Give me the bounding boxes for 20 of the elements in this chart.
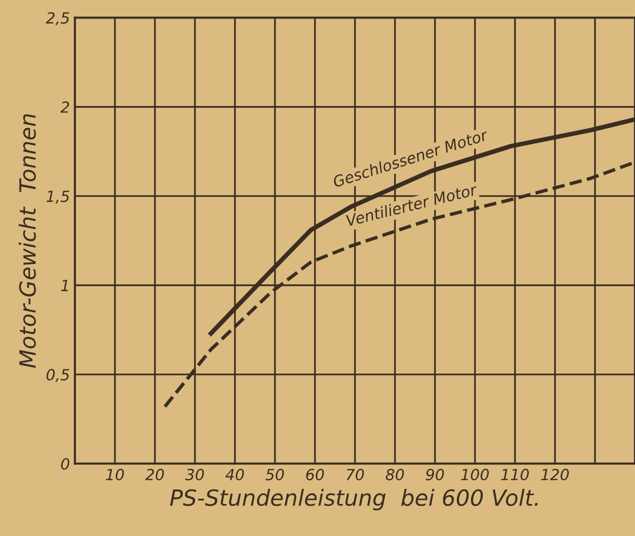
x-tick-label: 90 bbox=[426, 468, 444, 480]
x-tick-label: 110 bbox=[501, 468, 529, 480]
y-tick-label: 0,5 bbox=[46, 368, 70, 382]
y-axis-title: Motor-Gewicht Tonnen bbox=[18, 114, 36, 368]
y-tick-label: 2,5 bbox=[46, 12, 70, 26]
x-tick-label: 50 bbox=[266, 468, 284, 480]
x-tick-label: 40 bbox=[226, 468, 244, 480]
x-tick-label: 10 bbox=[106, 468, 124, 480]
x-axis-title: PS-Stundenleistung bei 600 Volt. bbox=[170, 488, 538, 510]
x-tick-label: 70 bbox=[346, 468, 364, 480]
x-tick-label: 60 bbox=[306, 468, 324, 480]
x-tick-label: 20 bbox=[145, 468, 164, 480]
x-tick-label: 120 bbox=[541, 468, 569, 480]
x-tick-label: 80 bbox=[386, 468, 404, 480]
y-tick-label: 0 bbox=[61, 458, 70, 470]
y-tick-label: 2 bbox=[60, 101, 70, 113]
y-tick-label: 1,5 bbox=[46, 190, 70, 204]
x-tick-label: 30 bbox=[185, 468, 204, 480]
y-tick-label: 1 bbox=[61, 280, 68, 292]
x-tick-label: 100 bbox=[461, 468, 489, 480]
